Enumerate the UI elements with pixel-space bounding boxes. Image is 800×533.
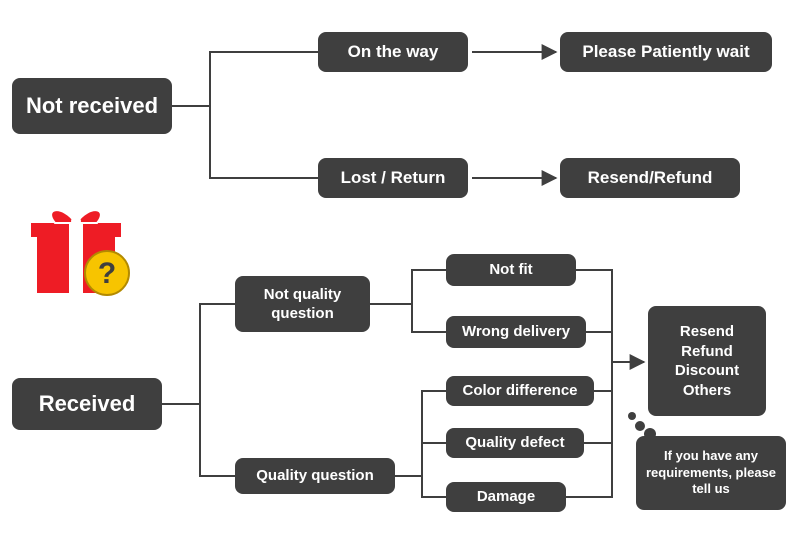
node-patiently-wait: Please Patiently wait — [560, 32, 772, 72]
node-not-fit: Not fit — [446, 254, 576, 286]
node-quality-defect: Quality defect — [446, 428, 584, 458]
gift-icon: ? — [25, 195, 135, 305]
node-not-quality: Not quality question — [235, 276, 370, 332]
node-on-the-way: On the way — [318, 32, 468, 72]
node-damage: Damage — [446, 482, 566, 512]
node-requirements: If you have any requirements, please tel… — [636, 436, 786, 510]
badge-char: ? — [98, 257, 116, 290]
node-wrong-delivery: Wrong delivery — [446, 316, 586, 348]
node-received: Received — [12, 378, 162, 430]
node-lost-return: Lost / Return — [318, 158, 468, 198]
node-color-diff: Color difference — [446, 376, 594, 406]
node-resend-refund: Resend/Refund — [560, 158, 740, 198]
node-quality-q: Quality question — [235, 458, 395, 494]
node-not-received: Not received — [12, 78, 172, 134]
node-options: Resend Refund Discount Others — [648, 306, 766, 416]
